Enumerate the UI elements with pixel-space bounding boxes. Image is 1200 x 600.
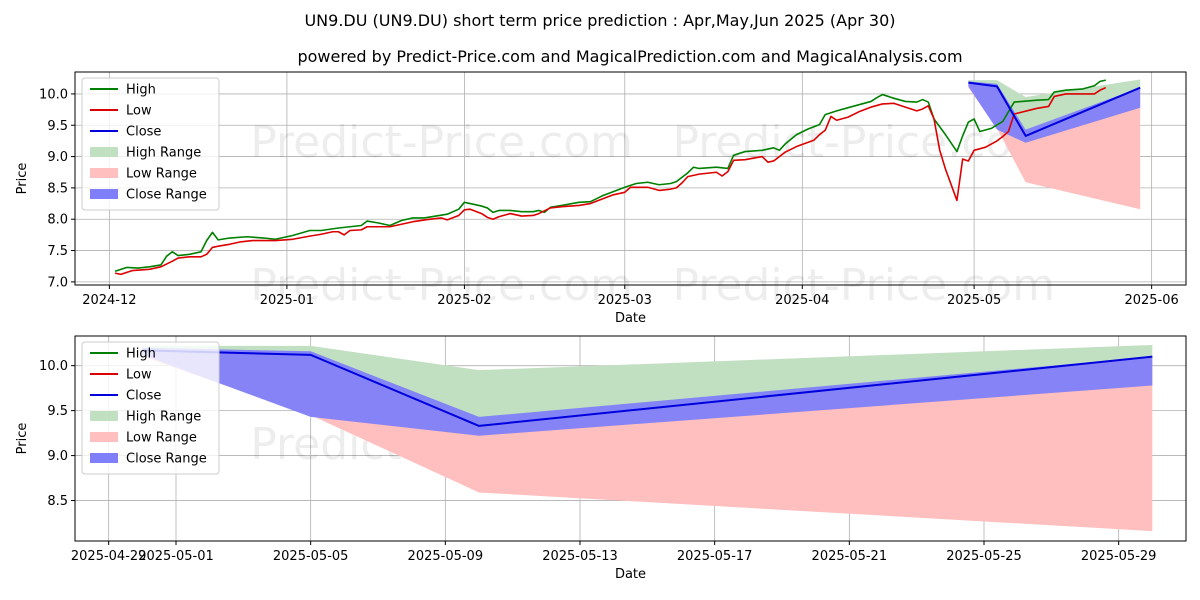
legend-swatch [90, 432, 118, 442]
chart-title: UN9.DU (UN9.DU) short term price predict… [304, 11, 895, 30]
legend-swatch [90, 147, 118, 157]
legend-swatch [90, 189, 118, 199]
x-tick-label: 2025-04 [775, 293, 829, 308]
legend-label: Low [126, 368, 152, 383]
low-line [114, 86, 1107, 276]
legend-label: High [126, 83, 156, 98]
y-tick-label: 10.0 [39, 87, 68, 102]
legend-label: Close [126, 389, 161, 404]
x-tick-label: 2025-06 [1124, 293, 1178, 308]
legend-label: Close Range [126, 452, 207, 467]
x-tick-label: 2025-04-29 [71, 549, 147, 564]
y-tick-label: 7.5 [47, 244, 68, 259]
y-tick-label: 9.5 [47, 119, 68, 134]
x-tick-label: 2025-02 [437, 293, 491, 308]
y-tick-label: 9.0 [47, 150, 68, 165]
high-range-band [968, 79, 1141, 136]
y-tick-label: 8.0 [47, 213, 68, 228]
x-tick-label: 2025-05-21 [812, 549, 888, 564]
legend-label: Low Range [126, 167, 197, 182]
x-tick-label: 2025-05-09 [408, 549, 484, 564]
upper-panel: 2024-12 2025-01 2025-02 2025-03 2025-04 2025-… [15, 71, 1187, 326]
x-axis-label: Date [615, 567, 646, 582]
legend-swatch [90, 411, 118, 421]
x-tick-label: 2025-05-01 [138, 549, 214, 564]
legend-label: High Range [126, 146, 201, 161]
legend-label: Low Range [126, 431, 197, 446]
high-line [114, 79, 1106, 272]
x-tick-label: 2025-05-05 [273, 549, 349, 564]
y-tick-label: 8.5 [47, 494, 68, 509]
y-axis-label: Price [15, 423, 30, 455]
x-tick-label: 2025-05-13 [542, 549, 618, 564]
y-tick-label: 9.5 [47, 404, 68, 419]
close-line [142, 349, 1153, 427]
watermark: Predict-Price.com [250, 117, 633, 168]
x-tick-label: 2025-01 [260, 293, 314, 308]
x-tick-label: 2025-05-29 [1081, 549, 1157, 564]
x-tick-label: 2025-05-17 [677, 549, 753, 564]
legend-label: Low [126, 104, 152, 119]
close-range-band [142, 347, 1153, 436]
high-range-band [142, 344, 1153, 426]
y-tick-label: 10.0 [39, 359, 68, 374]
chart-subtitle: powered by Predict-Price.com and Magical… [297, 47, 962, 66]
x-tick-label: 2024-12 [82, 293, 136, 308]
legend-swatch [90, 453, 118, 463]
y-tick-label: 7.0 [47, 275, 68, 290]
plot-frame [74, 335, 1187, 542]
close-range-band [968, 81, 1141, 143]
legend-label: Close Range [126, 188, 207, 203]
plot-frame [74, 71, 1187, 286]
y-tick-label: 8.5 [47, 181, 68, 196]
x-tick-label: 2025-05-25 [946, 549, 1022, 564]
legend-label: High Range [126, 410, 201, 425]
y-tick-label: 9.0 [47, 449, 68, 464]
legend-swatch [90, 168, 118, 178]
legend-label: High [126, 347, 156, 362]
close-line [968, 81, 1141, 137]
x-tick-label: 2025-03 [598, 293, 652, 308]
x-tick-label: 2025-05 [947, 293, 1001, 308]
legend-label: Close [126, 125, 161, 140]
x-axis-label: Date [615, 311, 646, 326]
y-axis-label: Price [15, 163, 30, 195]
